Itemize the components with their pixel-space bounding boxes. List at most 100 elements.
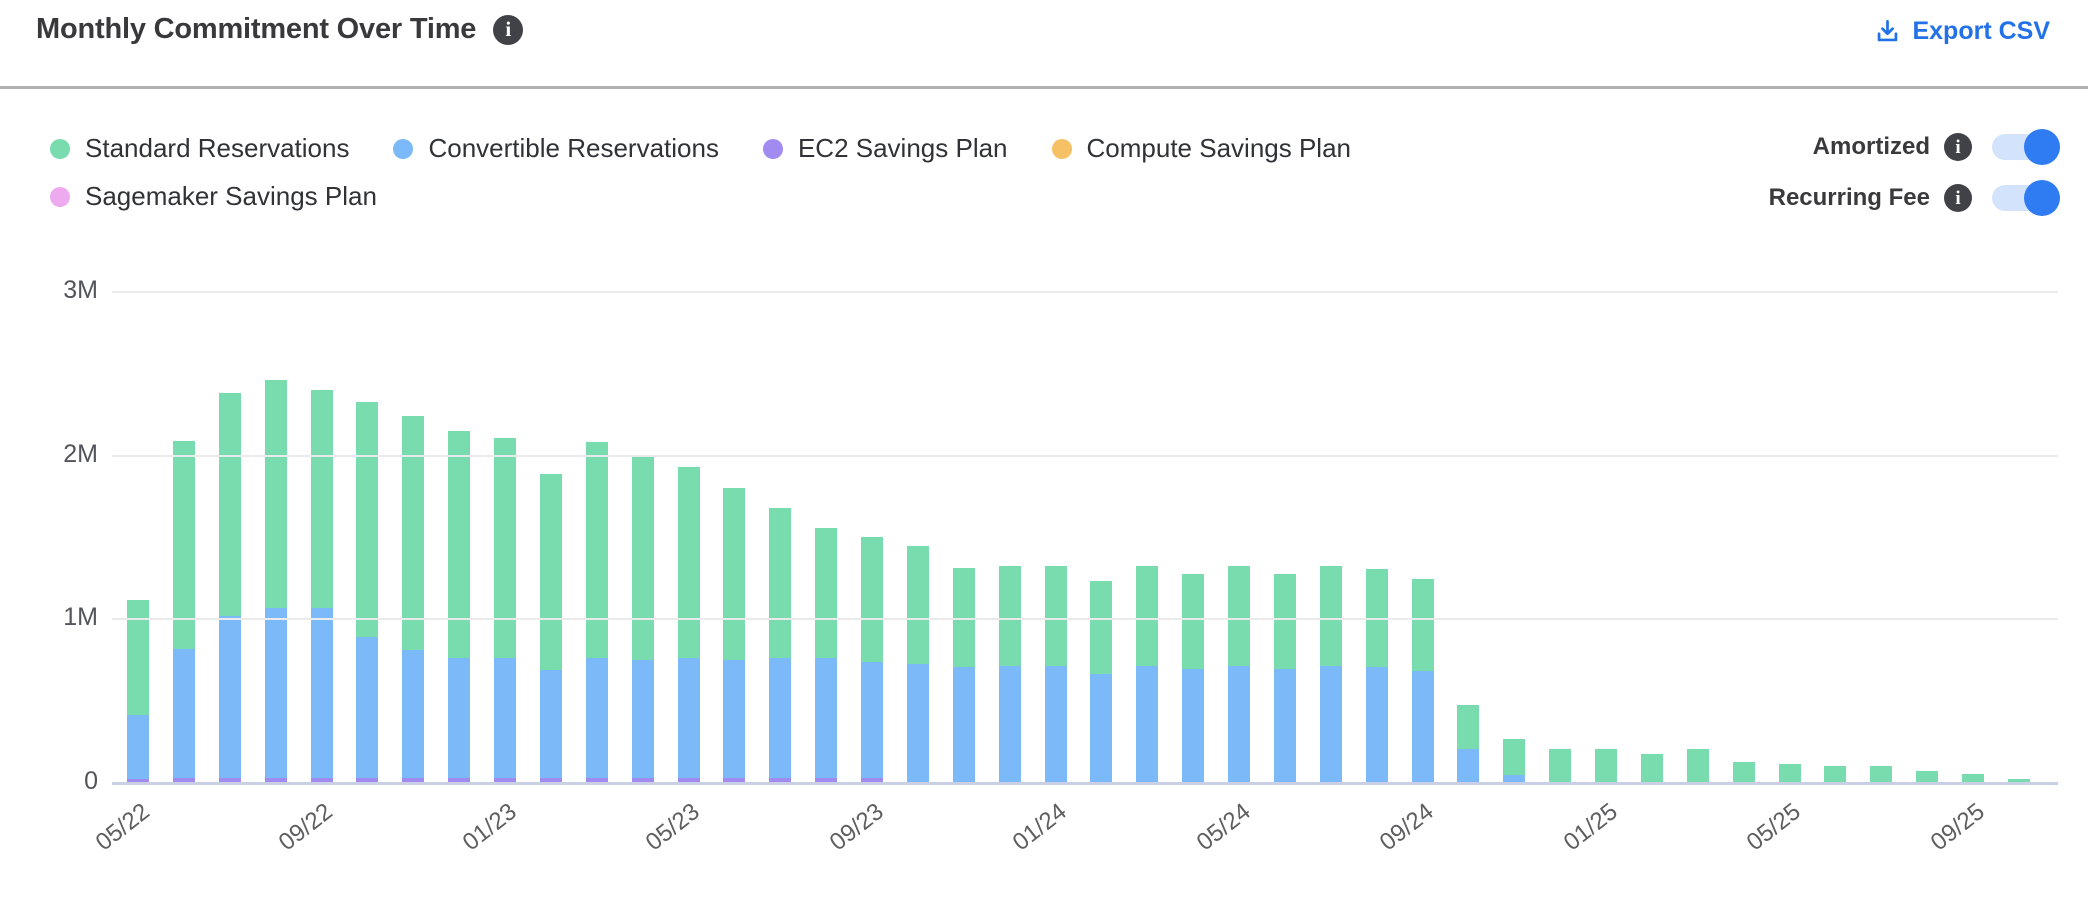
bar-segment-standard-reservations (815, 527, 838, 659)
bar-segment-convertible-reservations (677, 658, 700, 778)
chart-legend: Standard Reservations Convertible Reserva… (50, 133, 1351, 229)
bar-segment-standard-reservations (723, 488, 746, 661)
bar-01/24[interactable]: 01/24 (1008, 291, 1072, 856)
bar-segment-convertible-reservations (1457, 749, 1480, 782)
bar-10/22[interactable] (356, 291, 379, 782)
title-info-icon[interactable]: i (493, 14, 524, 45)
bar-segment-ec2-savings-plan (448, 777, 471, 782)
bar-06/25[interactable] (1824, 291, 1847, 782)
bar-segment-convertible-reservations (264, 607, 287, 778)
bar-11/24[interactable] (1503, 291, 1526, 782)
legend-item-convertible-reservations[interactable]: Convertible Reservations (393, 133, 719, 164)
bar-10/24[interactable] (1457, 291, 1480, 782)
bar-10/25[interactable] (2007, 291, 2030, 782)
recurring-fee-toggle-row: Recurring Fee i (1769, 180, 2064, 216)
bar-09/24[interactable]: 09/24 (1375, 291, 1439, 856)
bar-03/25[interactable] (1686, 291, 1709, 782)
bar-08/24[interactable] (1365, 291, 1388, 782)
bar-05/25[interactable]: 05/25 (1742, 291, 1806, 856)
bar-08/23[interactable] (815, 291, 838, 782)
bar-segment-standard-reservations (1182, 574, 1205, 670)
bar-07/25[interactable] (1870, 291, 1893, 782)
bar-segment-convertible-reservations (1090, 673, 1113, 782)
bar-08/25[interactable] (1916, 291, 1939, 782)
bar-segment-convertible-reservations (218, 615, 241, 778)
legend-item-sagemaker-savings-plan[interactable]: Sagemaker Savings Plan (50, 181, 377, 212)
bar-segment-standard-reservations (1595, 749, 1617, 782)
bar-04/23[interactable] (631, 291, 654, 782)
bar-10/23[interactable] (906, 291, 929, 782)
bar-segment-ec2-savings-plan (402, 777, 425, 782)
recurring-fee-toggle-knob (2024, 180, 2060, 216)
bar-07/24[interactable] (1319, 291, 1342, 782)
legend-row: Sagemaker Savings Plan (50, 181, 1351, 212)
export-csv-button[interactable]: Export CSV (1874, 17, 2050, 46)
bar-06/22[interactable] (172, 291, 195, 782)
bar-08/22[interactable] (264, 291, 287, 782)
bar-09/22[interactable]: 09/22 (274, 291, 338, 856)
recurring-fee-info-icon[interactable]: i (1944, 184, 1972, 212)
legend-label: Convertible Reservations (428, 133, 719, 163)
bar-07/23[interactable] (769, 291, 792, 782)
bar-12/24[interactable] (1549, 291, 1572, 782)
bar-segment-standard-reservations (264, 380, 287, 608)
amortized-toggle[interactable] (1992, 129, 2060, 165)
bar-segment-convertible-reservations (906, 664, 929, 782)
bar-segment-standard-reservations (1686, 749, 1709, 782)
x-tick-label-05/24: 05/24 (1191, 798, 1256, 857)
bar-06/23[interactable] (723, 291, 746, 782)
bar-05/22[interactable]: 05/22 (91, 291, 155, 856)
bar-segment-convertible-reservations (539, 669, 562, 778)
x-tick-label-09/22: 09/22 (274, 798, 339, 857)
bar-02/23[interactable] (539, 291, 562, 782)
bar-segment-convertible-reservations (998, 665, 1021, 782)
bar-03/24[interactable] (1136, 291, 1159, 782)
legend-dot (1051, 138, 1072, 159)
bar-segment-standard-reservations (1640, 754, 1663, 782)
x-tick-label-01/24: 01/24 (1008, 798, 1073, 857)
legend-item-compute-savings-plan[interactable]: Compute Savings Plan (1051, 133, 1351, 164)
bar-segment-ec2-savings-plan (769, 777, 792, 782)
bar-segment-standard-reservations (172, 440, 195, 649)
bar-06/24[interactable] (1273, 291, 1296, 782)
bar-07/22[interactable] (218, 291, 241, 782)
bar-segment-convertible-reservations (815, 658, 838, 778)
bar-02/25[interactable] (1640, 291, 1663, 782)
bar-05/24[interactable]: 05/24 (1192, 291, 1256, 856)
bar-01/25[interactable]: 01/25 (1559, 291, 1623, 856)
bar-segment-standard-reservations (1228, 565, 1250, 666)
bar-segment-convertible-reservations (1182, 669, 1205, 782)
bar-segment-standard-reservations (448, 430, 471, 659)
bar-05/23[interactable]: 05/23 (641, 291, 705, 856)
bar-segment-standard-reservations (631, 455, 654, 661)
bar-01/23[interactable]: 01/23 (458, 291, 522, 856)
x-tick-label-09/23: 09/23 (824, 798, 889, 857)
bar-11/23[interactable] (952, 291, 975, 782)
legend-item-standard-reservations[interactable]: Standard Reservations (50, 133, 349, 164)
bar-02/24[interactable] (1090, 291, 1113, 782)
bar-11/22[interactable] (402, 291, 425, 782)
bar-segment-ec2-savings-plan (861, 777, 883, 782)
bar-segment-convertible-reservations (723, 660, 746, 778)
gridline-3M (112, 291, 2058, 293)
bar-segment-ec2-savings-plan (539, 777, 562, 782)
bar-segment-convertible-reservations (448, 658, 471, 778)
recurring-fee-toggle[interactable] (1992, 180, 2060, 216)
legend-item-ec2-savings-plan[interactable]: EC2 Savings Plan (762, 133, 1008, 164)
bar-12/22[interactable] (448, 291, 471, 782)
amortized-toggle-knob (2024, 129, 2060, 165)
bar-09/23[interactable]: 09/23 (825, 291, 889, 856)
x-axis-line (112, 782, 2058, 785)
bar-segment-standard-reservations (1503, 739, 1526, 776)
bar-segment-standard-reservations (1962, 773, 1984, 782)
bar-segment-standard-reservations (127, 600, 149, 715)
bar-04/25[interactable] (1732, 291, 1755, 782)
bar-12/23[interactable] (998, 291, 1021, 782)
bar-09/25[interactable]: 09/25 (1926, 291, 1990, 856)
bar-03/23[interactable] (585, 291, 608, 782)
bar-segment-convertible-reservations (769, 658, 792, 778)
page-title-text: Monthly Commitment Over Time (36, 13, 477, 45)
download-icon (1874, 18, 1901, 45)
amortized-info-icon[interactable]: i (1944, 133, 1972, 161)
bar-04/24[interactable] (1182, 291, 1205, 782)
